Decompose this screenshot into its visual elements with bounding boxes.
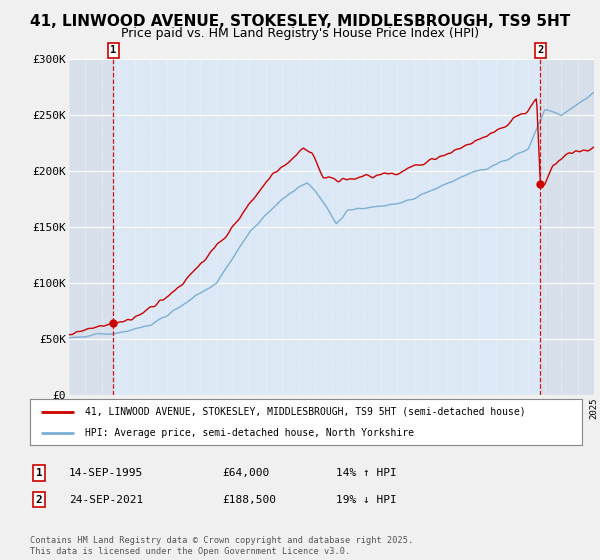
Text: 19% ↓ HPI: 19% ↓ HPI (336, 494, 397, 505)
Text: 24-SEP-2021: 24-SEP-2021 (69, 494, 143, 505)
Bar (69, 59, 113, 395)
Text: 1: 1 (35, 468, 43, 478)
Text: 41, LINWOOD AVENUE, STOKESLEY, MIDDLESBROUGH, TS9 5HT (semi-detached house): 41, LINWOOD AVENUE, STOKESLEY, MIDDLESBR… (85, 407, 526, 417)
Text: HPI: Average price, semi-detached house, North Yorkshire: HPI: Average price, semi-detached house,… (85, 428, 414, 438)
Text: Contains HM Land Registry data © Crown copyright and database right 2025.
This d: Contains HM Land Registry data © Crown c… (30, 536, 413, 556)
Text: £188,500: £188,500 (222, 494, 276, 505)
Text: 1: 1 (110, 45, 116, 55)
Text: £64,000: £64,000 (222, 468, 269, 478)
Text: 2: 2 (537, 45, 544, 55)
Text: 14-SEP-1995: 14-SEP-1995 (69, 468, 143, 478)
Text: Price paid vs. HM Land Registry's House Price Index (HPI): Price paid vs. HM Land Registry's House … (121, 27, 479, 40)
Bar (541, 59, 594, 395)
Text: 41, LINWOOD AVENUE, STOKESLEY, MIDDLESBROUGH, TS9 5HT: 41, LINWOOD AVENUE, STOKESLEY, MIDDLESBR… (30, 14, 570, 29)
Text: 14% ↑ HPI: 14% ↑ HPI (336, 468, 397, 478)
Text: 2: 2 (35, 494, 43, 505)
Bar (541, 59, 594, 395)
Bar (69, 59, 113, 395)
